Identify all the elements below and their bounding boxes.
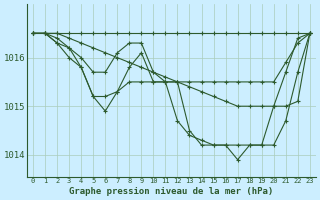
- X-axis label: Graphe pression niveau de la mer (hPa): Graphe pression niveau de la mer (hPa): [69, 187, 274, 196]
